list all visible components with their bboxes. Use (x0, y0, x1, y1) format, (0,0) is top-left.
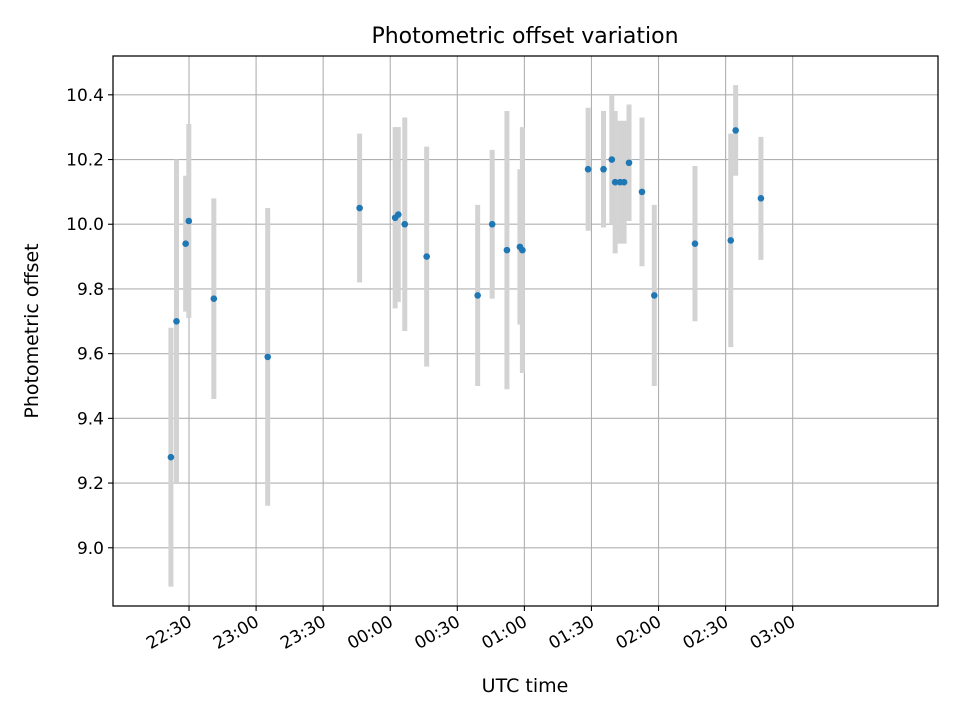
data-point (394, 211, 402, 218)
data-point (423, 253, 430, 260)
data-point (611, 178, 619, 186)
data-point (401, 220, 409, 228)
x-axis-label: UTC time (482, 675, 569, 697)
data-point (727, 237, 735, 244)
y-tick-label: 9.0 (77, 539, 104, 559)
data-point (691, 240, 699, 247)
data-point (608, 156, 616, 163)
y-tick-label: 10.4 (66, 86, 104, 106)
data-point (600, 165, 607, 173)
data-point (625, 159, 633, 167)
data-point (650, 292, 658, 299)
data-points (167, 127, 765, 461)
data-point (503, 246, 511, 254)
data-point (519, 246, 526, 254)
data-point (173, 317, 180, 325)
y-tick-label: 10.0 (66, 215, 104, 235)
y-tick-label: 9.8 (77, 280, 104, 300)
data-point (210, 295, 218, 302)
chart-title: Photometric offset variation (371, 24, 678, 49)
data-point (356, 204, 363, 212)
y-tick-label: 9.6 (77, 345, 104, 365)
data-point (732, 127, 739, 134)
y-tick-label: 9.2 (77, 474, 104, 494)
grid (113, 56, 938, 606)
data-point (584, 165, 592, 173)
plot-frame (112, 55, 939, 607)
data-point (757, 195, 765, 202)
y-tick-label: 9.4 (77, 409, 104, 429)
data-point (185, 217, 193, 225)
data-point (488, 220, 496, 228)
data-point (638, 188, 646, 196)
data-point (264, 353, 272, 361)
data-point (182, 240, 189, 247)
y-axis-label: Photometric offset (21, 243, 43, 418)
data-point (167, 453, 175, 461)
data-point (474, 292, 481, 299)
data-point (620, 178, 628, 186)
y-tick-label: 10.2 (66, 151, 104, 171)
